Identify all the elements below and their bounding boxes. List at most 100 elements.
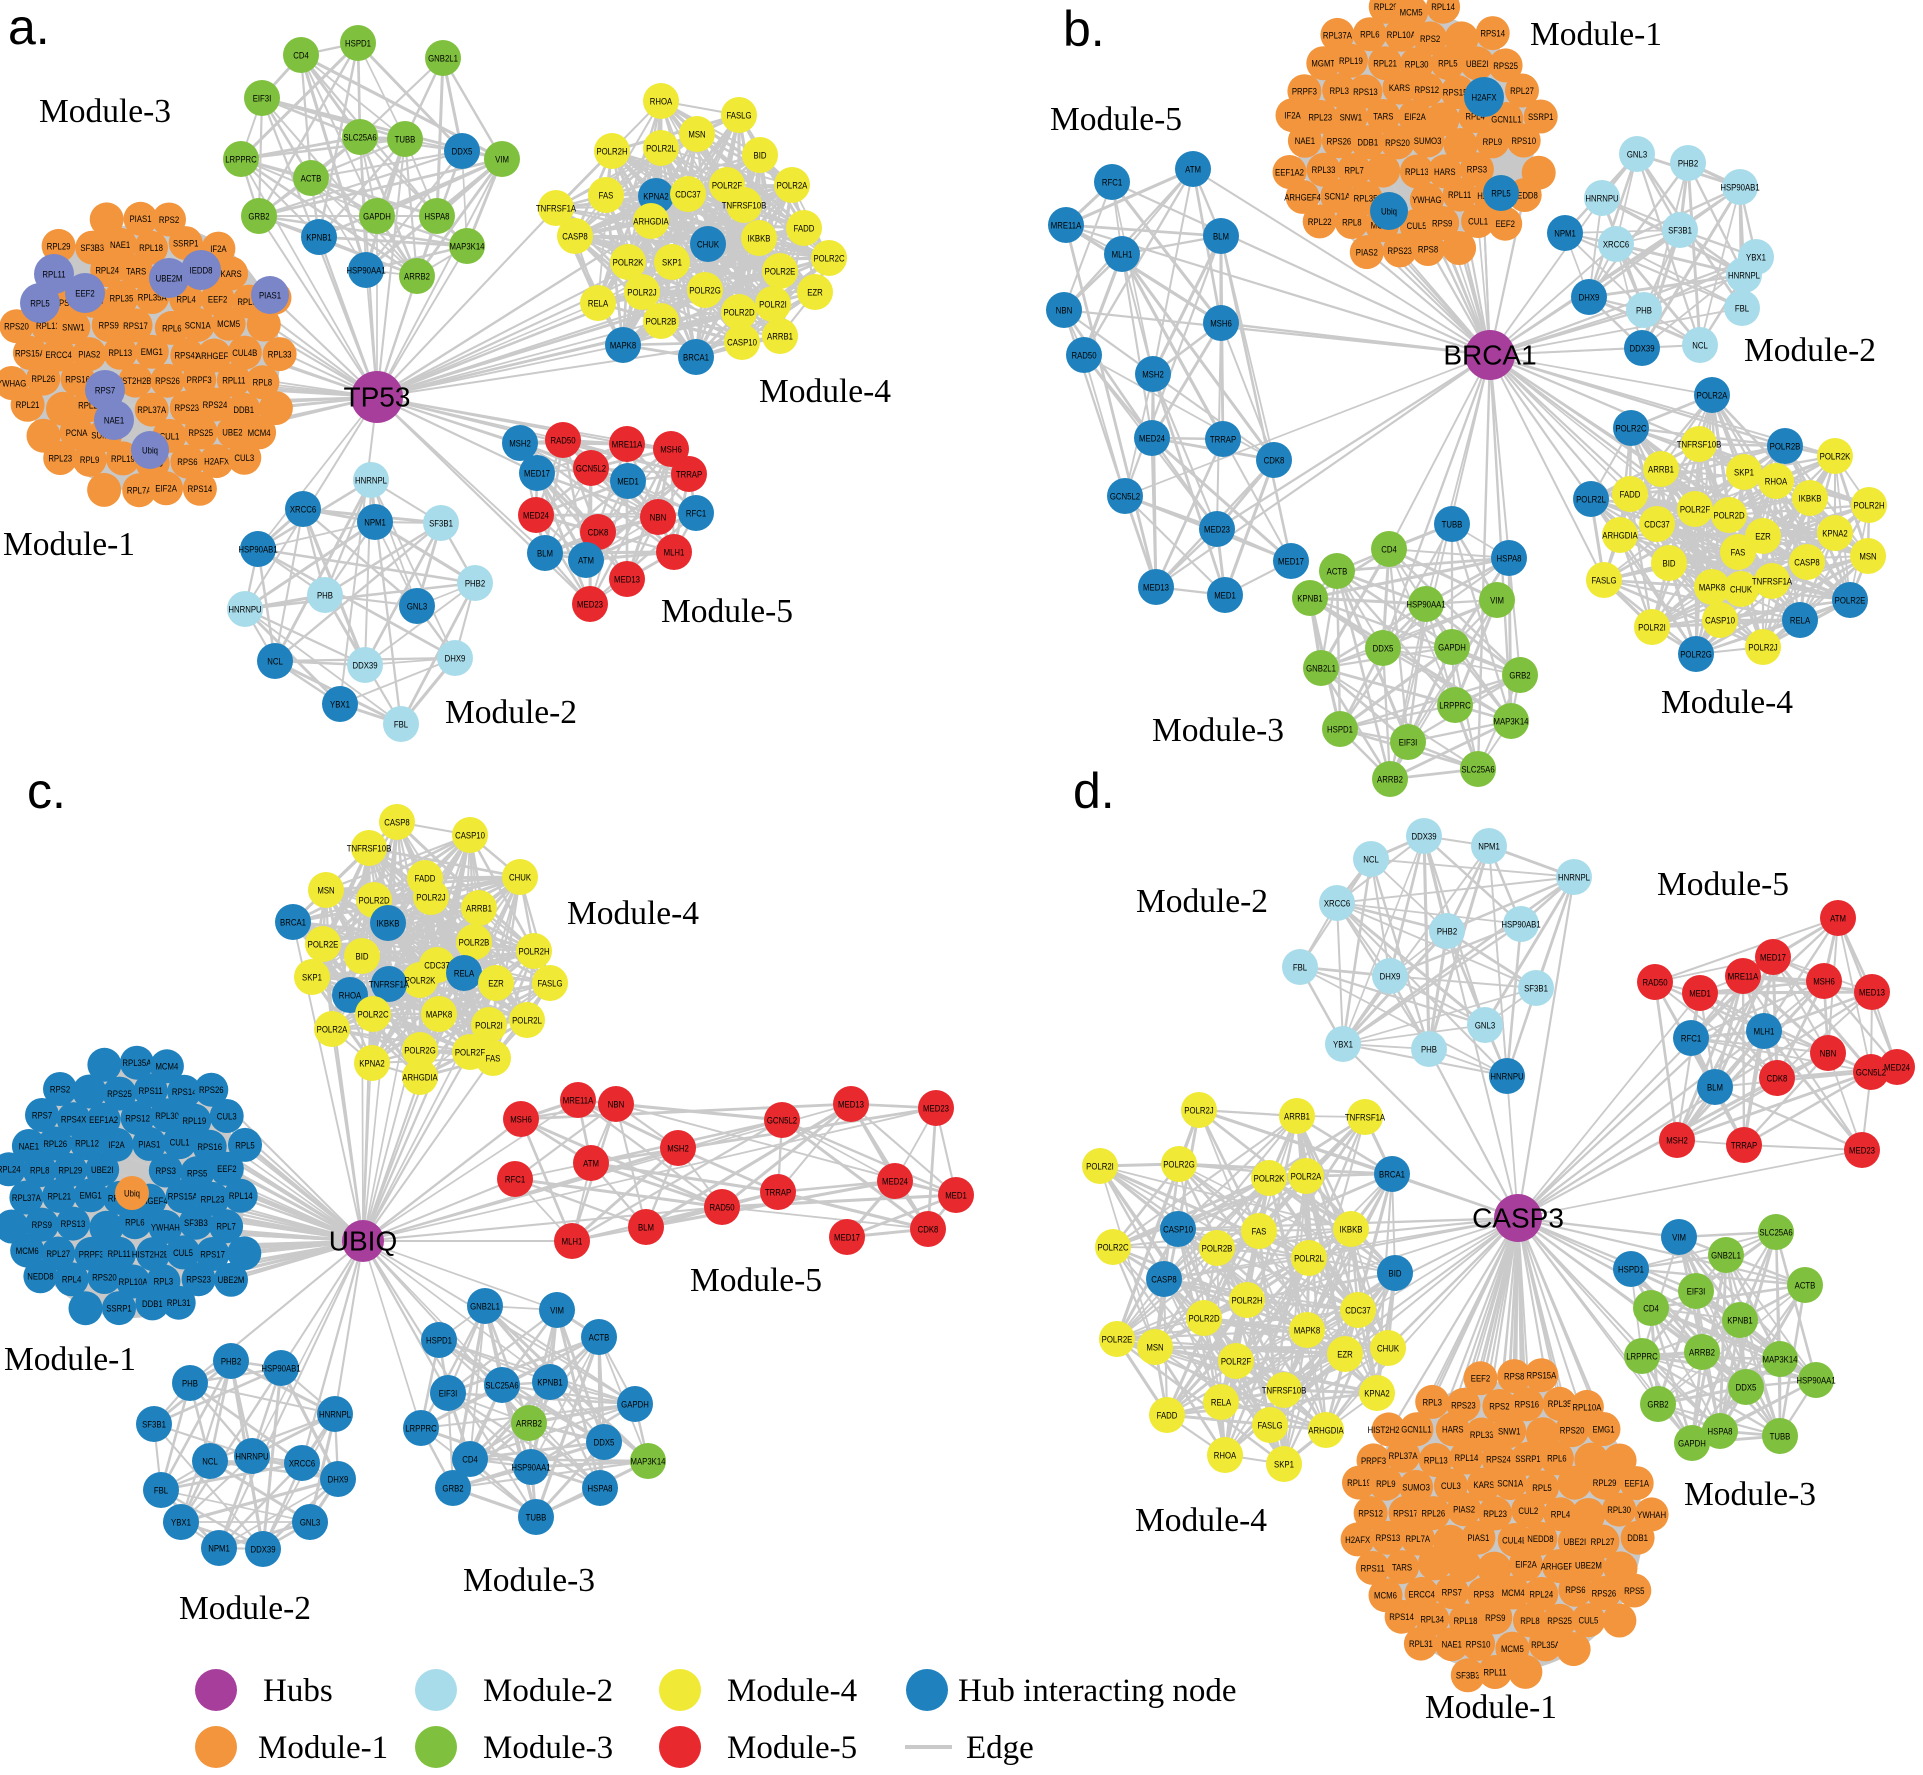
svg-text:NEDD8: NEDD8 [1512, 190, 1539, 201]
svg-text:RPL9: RPL9 [1483, 136, 1503, 147]
svg-text:VIM: VIM [495, 154, 509, 165]
svg-text:RPS2: RPS2 [50, 1084, 70, 1095]
svg-text:RPL5: RPL5 [1491, 188, 1511, 199]
svg-text:MAP3K14: MAP3K14 [449, 241, 484, 252]
svg-text:RPL31: RPL31 [1409, 1638, 1433, 1649]
svg-text:FADD: FADD [1620, 489, 1641, 500]
svg-text:Module-3: Module-3 [463, 1562, 595, 1599]
svg-text:RPL9: RPL9 [1376, 1478, 1396, 1489]
svg-text:ACTB: ACTB [1327, 566, 1348, 577]
svg-text:Module-2: Module-2 [445, 694, 577, 731]
svg-text:PHB: PHB [182, 1378, 198, 1389]
svg-text:EIF3I: EIF3I [1399, 737, 1418, 748]
svg-text:RPL30: RPL30 [1405, 59, 1429, 70]
svg-text:NCL: NCL [202, 1456, 218, 1467]
svg-text:HIST2H2BE: HIST2H2BE [114, 375, 157, 386]
svg-text:ATM: ATM [583, 1158, 599, 1169]
svg-text:POLR2E: POLR2E [1835, 595, 1866, 606]
svg-text:KARS: KARS [221, 268, 242, 279]
svg-text:HSP90AB1: HSP90AB1 [261, 1363, 300, 1374]
svg-text:MRE11A: MRE11A [563, 1095, 594, 1106]
svg-text:RPL31: RPL31 [167, 1297, 191, 1308]
svg-text:POLR2K: POLR2K [405, 975, 436, 986]
svg-text:CDK8: CDK8 [1767, 1073, 1788, 1084]
svg-text:ARHGDIA: ARHGDIA [1308, 1425, 1344, 1436]
svg-text:RPS4X: RPS4X [175, 350, 201, 361]
svg-text:SF3B3: SF3B3 [184, 1217, 208, 1228]
svg-text:PIAS1: PIAS1 [1467, 1532, 1489, 1543]
svg-text:Module-1: Module-1 [4, 1341, 136, 1378]
svg-text:ARRB2: ARRB2 [404, 271, 430, 282]
svg-text:RPS25: RPS25 [188, 427, 213, 438]
svg-text:LRPPRC: LRPPRC [1626, 1351, 1658, 1362]
svg-text:RPS12: RPS12 [1358, 1508, 1383, 1519]
svg-text:ACTB: ACTB [589, 1332, 610, 1343]
svg-text:RPL3: RPL3 [154, 1276, 174, 1287]
svg-text:RPL35: RPL35 [1354, 193, 1378, 204]
svg-text:ARRB2: ARRB2 [516, 1418, 542, 1429]
svg-text:RPL8: RPL8 [1520, 1615, 1540, 1626]
svg-text:CASP8: CASP8 [1794, 557, 1820, 568]
svg-text:RPL6: RPL6 [1360, 29, 1380, 40]
svg-text:TUBB: TUBB [395, 134, 416, 145]
svg-text:RPS3: RPS3 [1474, 1589, 1494, 1600]
svg-text:RPL13: RPL13 [108, 347, 132, 358]
svg-text:CDK8: CDK8 [918, 1224, 939, 1235]
svg-text:MED1: MED1 [945, 1190, 967, 1201]
svg-text:EEF2: EEF2 [75, 288, 95, 299]
svg-text:SUMO3: SUMO3 [1414, 135, 1442, 146]
svg-text:HNRNPU: HNRNPU [1585, 193, 1618, 204]
svg-text:H2AFX: H2AFX [1345, 1534, 1370, 1545]
svg-text:HSP90AB1: HSP90AB1 [1501, 919, 1540, 930]
svg-text:SSRP1: SSRP1 [1528, 111, 1554, 122]
svg-text:RPL23: RPL23 [201, 1194, 225, 1205]
svg-text:GNL3: GNL3 [1475, 1020, 1495, 1031]
svg-text:ERCC4: ERCC4 [1408, 1589, 1435, 1600]
svg-text:RPS2: RPS2 [1489, 1401, 1509, 1412]
svg-text:SNW1: SNW1 [62, 322, 85, 333]
svg-text:RPL6: RPL6 [125, 1217, 145, 1228]
svg-text:FADD: FADD [794, 223, 815, 234]
svg-text:Ubiq: Ubiq [142, 445, 158, 456]
svg-text:PHB: PHB [317, 590, 333, 601]
svg-text:FASLG: FASLG [1257, 1420, 1282, 1431]
svg-text:BLM: BLM [1213, 231, 1229, 242]
svg-text:RPL13: RPL13 [1405, 166, 1429, 177]
svg-text:RPL19: RPL19 [1347, 1477, 1371, 1488]
svg-text:RPS15A: RPS15A [15, 348, 45, 359]
svg-text:MED23: MED23 [923, 1103, 949, 1114]
svg-text:MLH1: MLH1 [664, 547, 685, 558]
svg-text:CUL5: CUL5 [173, 1247, 193, 1258]
svg-text:GNB2L1: GNB2L1 [1306, 663, 1336, 674]
svg-text:MAPK8: MAPK8 [426, 1009, 453, 1020]
svg-text:RPS8: RPS8 [1418, 244, 1438, 255]
svg-text:MSH2: MSH2 [1666, 1135, 1688, 1146]
svg-text:GRB2: GRB2 [248, 211, 269, 222]
svg-text:FAS: FAS [1252, 1226, 1267, 1237]
svg-text:MED1: MED1 [1689, 988, 1711, 999]
svg-text:TARS: TARS [1392, 1562, 1412, 1573]
svg-text:POLR2D: POLR2D [358, 895, 389, 906]
svg-text:RPL3: RPL3 [1329, 85, 1349, 96]
svg-text:RPL37A: RPL37A [1389, 1450, 1418, 1461]
svg-text:MED13: MED13 [1859, 987, 1885, 998]
svg-text:DDX39: DDX39 [250, 1544, 275, 1555]
svg-text:HSPD1: HSPD1 [1618, 1264, 1644, 1275]
svg-text:RPS23: RPS23 [1451, 1400, 1476, 1411]
svg-text:DDX5: DDX5 [452, 146, 473, 157]
svg-text:CUL4B: CUL4B [1502, 1535, 1527, 1546]
svg-text:TP53: TP53 [344, 382, 411, 413]
svg-text:CDC37: CDC37 [1644, 519, 1670, 530]
svg-text:RPL21: RPL21 [1373, 58, 1397, 69]
svg-text:RPS20: RPS20 [1560, 1425, 1585, 1436]
svg-text:RPL30: RPL30 [155, 1110, 179, 1121]
svg-text:DHX9: DHX9 [1579, 292, 1600, 303]
svg-text:HSPA8: HSPA8 [1708, 1426, 1733, 1437]
svg-text:RPL27: RPL27 [1510, 85, 1534, 96]
svg-text:PRPF3: PRPF3 [1292, 86, 1317, 97]
svg-text:POLR2F: POLR2F [1221, 1356, 1251, 1367]
svg-text:PHB2: PHB2 [1678, 158, 1698, 169]
svg-text:CASP8: CASP8 [562, 231, 588, 242]
svg-text:RPS14: RPS14 [1480, 28, 1505, 39]
svg-text:RPS5: RPS5 [187, 1168, 207, 1179]
